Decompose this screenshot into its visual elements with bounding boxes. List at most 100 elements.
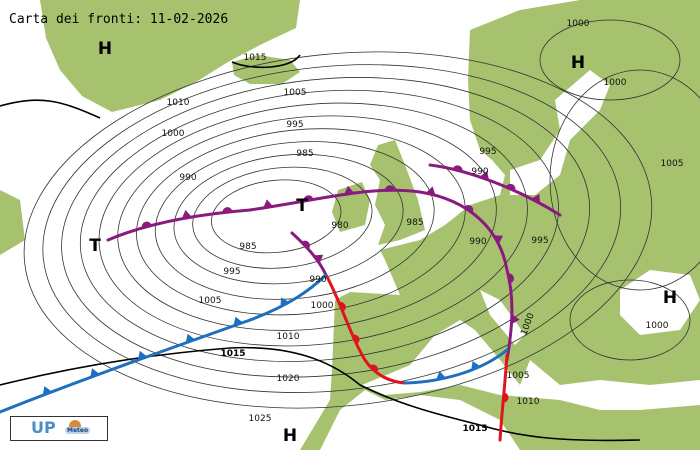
low-pressure-label: T	[89, 236, 101, 256]
isobar-line	[136, 128, 466, 316]
low-pressure-label: T	[296, 196, 308, 216]
isobar-lines	[23, 19, 700, 409]
cold-front-triangle	[42, 386, 52, 396]
cold-front-atlantic	[0, 273, 328, 414]
isobar-label: 1000	[646, 321, 669, 331]
warm-front-semicircle	[503, 392, 509, 403]
europe	[300, 0, 700, 450]
warm-front-semicircle	[508, 273, 514, 284]
isobar-line	[23, 51, 653, 409]
warm-front-semicircle	[301, 240, 310, 250]
cold-front-triangle	[511, 314, 520, 325]
isobar-line	[211, 179, 342, 254]
warm-front-semicircle	[303, 195, 314, 202]
isobar-line	[549, 69, 700, 291]
isobar-label: 1000	[311, 301, 334, 311]
occluded-front-main	[106, 188, 514, 362]
isobar-label: 1000	[604, 78, 627, 88]
occluded-front-northeast	[428, 163, 562, 217]
isobar-label: 1010	[277, 332, 300, 342]
high-pressure-label: H	[98, 39, 112, 59]
isobar-line	[154, 141, 435, 300]
adriatic-sea	[480, 290, 525, 345]
cold-front-triangle	[280, 297, 290, 307]
isobar-1015-north2	[231, 54, 301, 69]
isobar-line	[98, 102, 528, 347]
cold-front-triangle	[233, 316, 243, 326]
isobar-line	[42, 64, 622, 393]
isobar-label: 1010	[167, 98, 190, 108]
cold-front-triangle	[137, 350, 148, 361]
isobar-line	[117, 115, 497, 331]
isobar-label: 1015	[220, 349, 245, 359]
cold-front-triangle	[263, 199, 274, 209]
warm-front-iberia	[324, 273, 407, 385]
logo-text: UP	[31, 418, 56, 437]
warm-front-semicircle	[452, 165, 463, 172]
canada-edge	[0, 190, 25, 255]
cold-front-triangle	[531, 193, 541, 204]
isobar-label: 980	[331, 221, 348, 231]
high-pressure-label: H	[663, 288, 677, 308]
isobar-label: 1010	[517, 397, 540, 407]
warm-front-semicircle	[338, 302, 346, 312]
isobar-line	[173, 153, 404, 285]
greenland	[40, 0, 300, 112]
isobar-label: 1015	[244, 53, 267, 63]
cold-front-triangle	[185, 333, 196, 343]
sea-layer	[362, 70, 700, 410]
isobar-line	[569, 279, 691, 361]
isobar-line	[79, 89, 559, 362]
cold-front-triangle	[313, 254, 324, 264]
north-sea	[425, 160, 500, 222]
isobar-label: 985	[239, 242, 256, 252]
cold-front-triangle	[436, 371, 446, 380]
isobar-label: 1005	[507, 371, 530, 381]
cold-front-triangle	[493, 235, 504, 245]
isobar-label: 995	[531, 236, 548, 246]
iceland	[232, 55, 300, 84]
isobar-label: 995	[479, 147, 496, 157]
british-isles-gb	[370, 140, 425, 245]
warm-front-semicircle	[505, 183, 516, 191]
warm-front-semicircle	[464, 205, 474, 213]
high-pressure-label: H	[571, 53, 585, 73]
isobar-line	[192, 166, 373, 269]
isobar-line	[539, 19, 681, 101]
isobar-label: 990	[179, 173, 196, 183]
black-sea	[620, 270, 700, 335]
occluded-front-secondary	[290, 231, 328, 277]
cold-front-mediterranean	[403, 348, 509, 385]
warm-front-semicircle	[141, 221, 152, 228]
isobar-label: 1005	[284, 88, 307, 98]
isobar-label: 995	[286, 120, 303, 130]
cold-front-triangle	[471, 360, 481, 371]
logo-subtext: Meteo	[65, 427, 91, 434]
pressure-centers: H H H H T T	[89, 39, 677, 446]
cold-front-triangle	[90, 368, 100, 378]
isobar-line	[61, 77, 590, 378]
isobar-label: 1015	[462, 424, 487, 434]
front-symbols	[42, 165, 541, 403]
baltic-sea	[510, 70, 610, 195]
isobar-label: 990	[471, 167, 488, 177]
isobar-label: 1005	[661, 159, 684, 169]
fronts	[0, 163, 562, 442]
isobar-label: 1000	[567, 19, 590, 29]
isobar-label: 1025	[249, 414, 272, 424]
upmeteo-logo: UP Meteo	[10, 416, 108, 441]
cold-front-triangle	[344, 185, 355, 195]
isobar-label: 985	[406, 218, 423, 228]
warm-front-semicircle	[352, 334, 360, 345]
sun-icon	[69, 420, 81, 427]
isobar-1015-north	[0, 99, 101, 119]
isobar-label: 1020	[277, 374, 300, 384]
warm-front-semicircle	[222, 207, 233, 213]
isobar-label: 985	[296, 149, 313, 159]
map-title: Carta dei fronti: 11-02-2026	[9, 12, 229, 27]
cold-front-triangle	[479, 171, 490, 181]
isobar-label: 990	[309, 275, 326, 285]
